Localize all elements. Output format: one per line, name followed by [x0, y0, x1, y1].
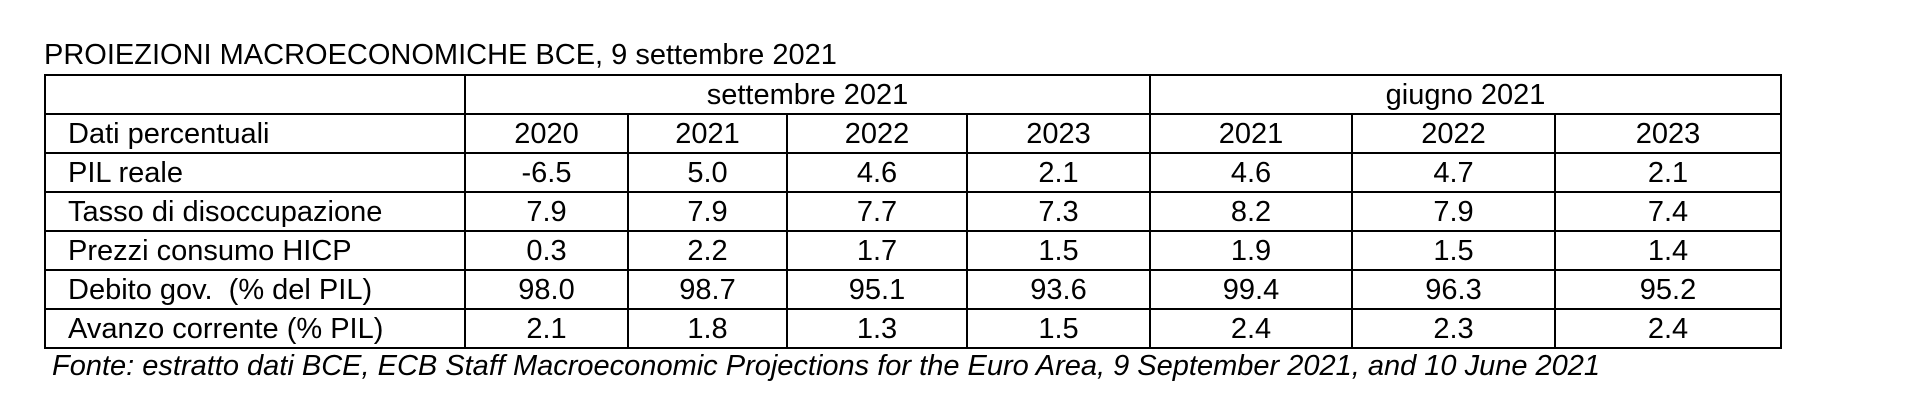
- table-cell: 1.4: [1554, 230, 1782, 271]
- year-header: 2021: [1149, 113, 1353, 154]
- group-header-giugno: giugno 2021: [1149, 74, 1782, 115]
- table-cell: 0.3: [464, 230, 629, 271]
- table-cell: 96.3: [1351, 269, 1556, 310]
- table-cell: 7.3: [966, 191, 1151, 232]
- table-cell: 7.7: [786, 191, 968, 232]
- table-cell: 2.1: [464, 308, 629, 349]
- table-row: PIL reale -6.5 5.0 4.6 2.1 4.6 4.7 2.1: [44, 152, 1782, 193]
- table-cell: 7.4: [1554, 191, 1782, 232]
- table-cell: 1.7: [786, 230, 968, 271]
- table-cell: 1.3: [786, 308, 968, 349]
- table-cell: 4.7: [1351, 152, 1556, 193]
- year-header: 2022: [1351, 113, 1556, 154]
- table-cell: 2.3: [1351, 308, 1556, 349]
- row-label: PIL reale: [44, 152, 466, 193]
- table-cell: -6.5: [464, 152, 629, 193]
- table-row: Prezzi consumo HICP 0.3 2.2 1.7 1.5 1.9 …: [44, 230, 1782, 271]
- projections-table: settembre 2021 giugno 2021 Dati percentu…: [44, 74, 1782, 349]
- row-header-label: Dati percentuali: [44, 113, 466, 154]
- row-label: Prezzi consumo HICP: [44, 230, 466, 271]
- year-header: 2023: [966, 113, 1151, 154]
- table-cell: 4.6: [786, 152, 968, 193]
- empty-corner-cell: [44, 74, 466, 115]
- table-cell: 1.5: [1351, 230, 1556, 271]
- year-header: 2021: [627, 113, 788, 154]
- table-cell: 7.9: [464, 191, 629, 232]
- table-cell: 8.2: [1149, 191, 1353, 232]
- year-header: 2022: [786, 113, 968, 154]
- table-cell: 2.2: [627, 230, 788, 271]
- table-cell: 5.0: [627, 152, 788, 193]
- table-cell: 2.4: [1149, 308, 1353, 349]
- table-cell: 98.0: [464, 269, 629, 310]
- table-row: Avanzo corrente (% PIL) 2.1 1.8 1.3 1.5 …: [44, 308, 1782, 349]
- year-header-row: Dati percentuali 2020 2021 2022 2023 202…: [44, 113, 1782, 154]
- table-cell: 2.1: [966, 152, 1151, 193]
- table-row: Tasso di disoccupazione 7.9 7.9 7.7 7.3 …: [44, 191, 1782, 232]
- group-header-settembre: settembre 2021: [464, 74, 1151, 115]
- table-cell: 98.7: [627, 269, 788, 310]
- table-cell: 93.6: [966, 269, 1151, 310]
- row-label: Avanzo corrente (% PIL): [44, 308, 466, 349]
- table-row: Debito gov. (% del PIL) 98.0 98.7 95.1 9…: [44, 269, 1782, 310]
- table-cell: 95.1: [786, 269, 968, 310]
- table-cell: 1.5: [966, 230, 1151, 271]
- year-header: 2023: [1554, 113, 1782, 154]
- source-note: Fonte: estratto dati BCE, ECB Staff Macr…: [52, 350, 1601, 382]
- table-cell: 2.4: [1554, 308, 1782, 349]
- table-cell: 1.5: [966, 308, 1151, 349]
- table-cell: 7.9: [627, 191, 788, 232]
- table-cell: 4.6: [1149, 152, 1353, 193]
- document-title: PROIEZIONI MACROECONOMICHE BCE, 9 settem…: [44, 39, 837, 71]
- table-cell: 99.4: [1149, 269, 1353, 310]
- row-label: Debito gov. (% del PIL): [44, 269, 466, 310]
- table-cell: 1.9: [1149, 230, 1353, 271]
- table-cell: 1.8: [627, 308, 788, 349]
- group-header-row: settembre 2021 giugno 2021: [44, 74, 1782, 115]
- year-header: 2020: [464, 113, 629, 154]
- table-cell: 7.9: [1351, 191, 1556, 232]
- table-cell: 95.2: [1554, 269, 1782, 310]
- row-label: Tasso di disoccupazione: [44, 191, 466, 232]
- table-cell: 2.1: [1554, 152, 1782, 193]
